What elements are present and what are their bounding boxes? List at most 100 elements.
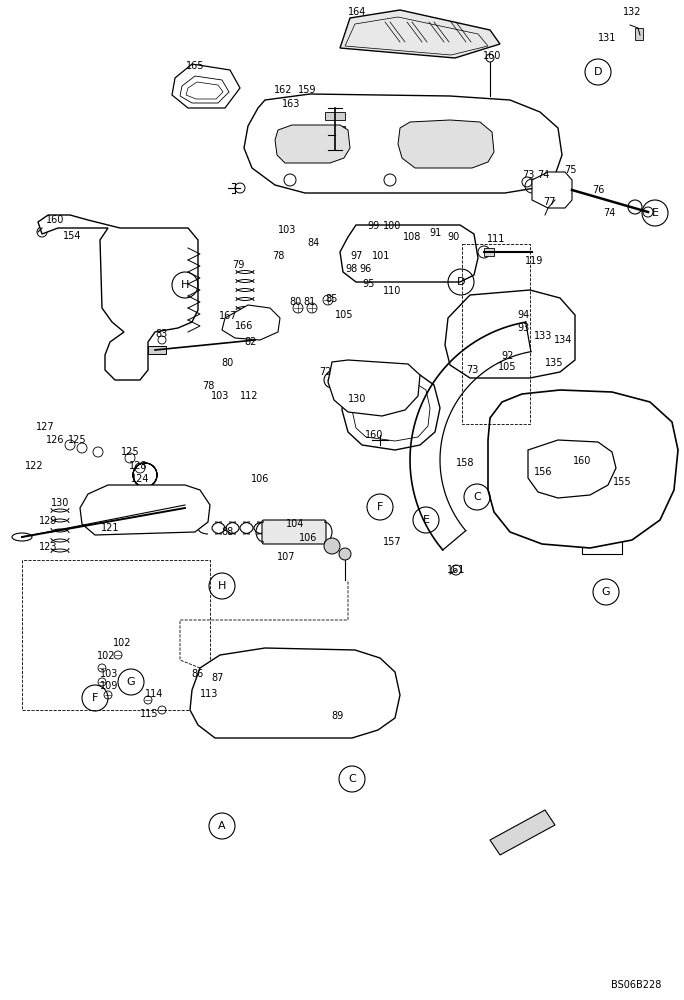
Text: 80: 80: [222, 358, 234, 368]
Text: 78: 78: [272, 251, 284, 261]
Text: 90: 90: [447, 232, 459, 242]
Text: 131: 131: [598, 33, 616, 43]
Text: E: E: [651, 208, 659, 218]
Text: H: H: [218, 581, 226, 591]
Text: 119: 119: [525, 256, 543, 266]
Polygon shape: [490, 810, 555, 855]
Text: 160: 160: [573, 456, 591, 466]
Text: 162: 162: [274, 85, 292, 95]
Text: 155: 155: [613, 477, 631, 487]
Polygon shape: [488, 390, 678, 548]
Text: 156: 156: [534, 467, 552, 477]
Text: 97: 97: [351, 251, 363, 261]
Text: 93: 93: [518, 323, 530, 333]
Text: 73: 73: [522, 170, 534, 180]
Text: 111: 111: [487, 234, 505, 244]
Text: 161: 161: [447, 565, 465, 575]
Text: 113: 113: [200, 689, 218, 699]
Text: 107: 107: [277, 552, 295, 562]
Bar: [148, 346, 166, 354]
Text: 160: 160: [365, 430, 383, 440]
Text: 105: 105: [334, 310, 353, 320]
Polygon shape: [445, 290, 575, 378]
Polygon shape: [222, 305, 280, 340]
Text: 103: 103: [100, 669, 118, 679]
Text: 104: 104: [286, 519, 304, 529]
Text: 102: 102: [96, 651, 115, 661]
Bar: [484, 248, 494, 256]
Circle shape: [324, 538, 340, 554]
Text: 109: 109: [100, 681, 118, 691]
Polygon shape: [328, 360, 420, 416]
Text: F: F: [377, 502, 383, 512]
Text: 125: 125: [120, 447, 140, 457]
Text: 81: 81: [303, 297, 315, 307]
Bar: [635, 28, 643, 40]
Polygon shape: [80, 485, 210, 535]
Circle shape: [339, 548, 351, 560]
Text: 88: 88: [222, 527, 234, 537]
Text: 102: 102: [113, 638, 131, 648]
Text: 79: 79: [232, 260, 244, 270]
Polygon shape: [340, 10, 500, 58]
Text: 158: 158: [456, 458, 474, 468]
Text: 128: 128: [129, 461, 147, 471]
Text: 73: 73: [466, 365, 478, 375]
Text: 159: 159: [298, 85, 316, 95]
Text: 134: 134: [554, 335, 573, 345]
Text: A: A: [218, 821, 226, 831]
Text: 123: 123: [39, 542, 57, 552]
Text: 127: 127: [36, 422, 54, 432]
Text: 83: 83: [156, 329, 168, 339]
Polygon shape: [340, 225, 478, 282]
Text: 157: 157: [382, 537, 402, 547]
Text: 114: 114: [145, 689, 163, 699]
Text: 78: 78: [202, 381, 214, 391]
Text: 105: 105: [498, 362, 516, 372]
Text: 74: 74: [537, 170, 549, 180]
Ellipse shape: [12, 533, 32, 541]
Text: 95: 95: [363, 279, 376, 289]
Text: BS06B228: BS06B228: [611, 980, 661, 990]
Polygon shape: [275, 125, 350, 163]
Text: 80: 80: [289, 297, 301, 307]
Bar: [325, 112, 345, 120]
Text: 122: 122: [25, 461, 43, 471]
Text: C: C: [473, 492, 481, 502]
Text: 166: 166: [235, 321, 253, 331]
Polygon shape: [532, 172, 572, 208]
Polygon shape: [342, 374, 440, 450]
Text: E: E: [423, 515, 430, 525]
Text: 124: 124: [131, 474, 149, 484]
Polygon shape: [528, 440, 616, 498]
Text: 100: 100: [383, 221, 402, 231]
Text: 160: 160: [46, 215, 64, 225]
Text: 82: 82: [245, 337, 257, 347]
Text: 91: 91: [430, 228, 442, 238]
Text: 112: 112: [240, 391, 259, 401]
Text: 103: 103: [278, 225, 296, 235]
Text: 106: 106: [299, 533, 317, 543]
Text: 94: 94: [518, 310, 530, 320]
Text: 103: 103: [211, 391, 229, 401]
Text: 130: 130: [51, 498, 69, 508]
Text: H: H: [181, 280, 189, 290]
Text: 121: 121: [101, 523, 119, 533]
Bar: [462, 244, 530, 424]
Text: 75: 75: [564, 165, 576, 175]
Bar: [582, 528, 622, 554]
Text: 133: 133: [534, 331, 552, 341]
Text: 72: 72: [319, 367, 331, 377]
Text: 98: 98: [345, 264, 357, 274]
Polygon shape: [190, 648, 400, 738]
Text: 110: 110: [383, 286, 402, 296]
Text: 125: 125: [68, 435, 86, 445]
Text: 115: 115: [140, 709, 158, 719]
Text: 87: 87: [212, 673, 224, 683]
Text: 92: 92: [502, 351, 514, 361]
Text: 165: 165: [186, 61, 205, 71]
Text: G: G: [602, 587, 610, 597]
Text: D: D: [457, 277, 465, 287]
Polygon shape: [244, 94, 562, 193]
Text: 126: 126: [46, 435, 64, 445]
